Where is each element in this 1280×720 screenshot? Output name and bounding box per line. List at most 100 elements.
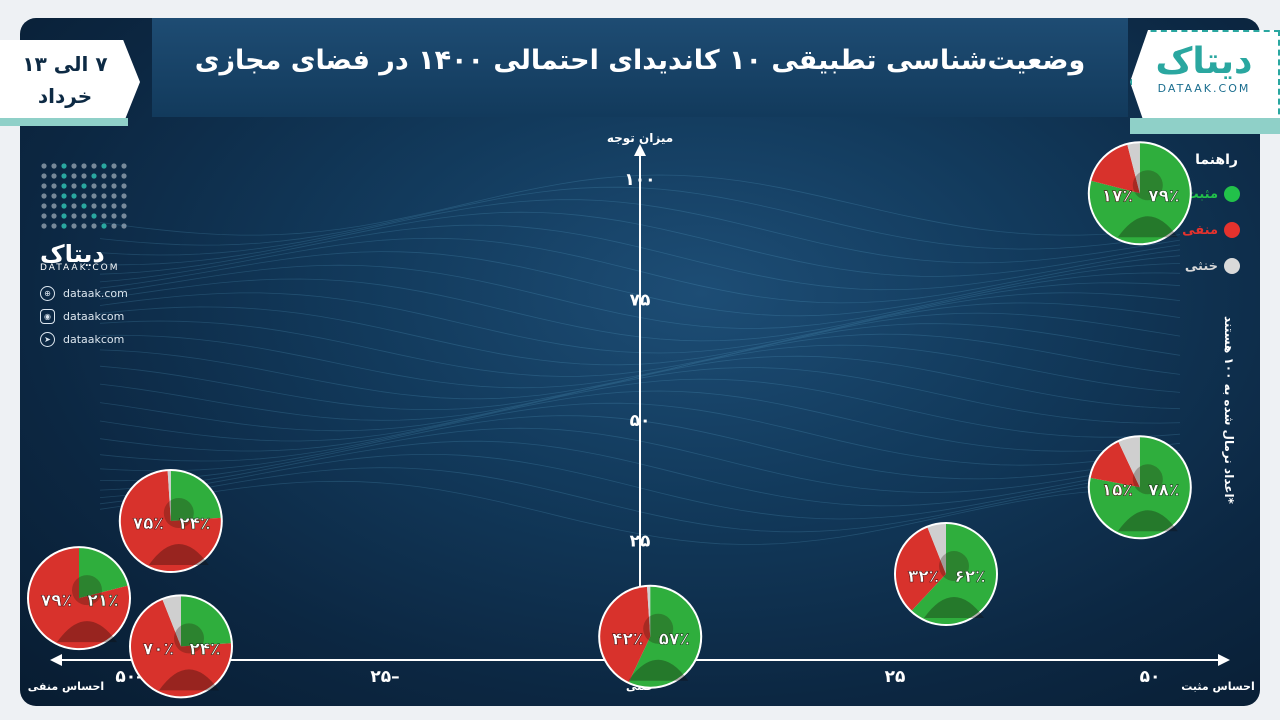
x-axis-arrow-right [1218, 654, 1230, 666]
negative-slice [130, 599, 231, 697]
normalization-note: *اعداد نرمال شده به ۱۰۰ هستند [1222, 316, 1236, 504]
contact-website[interactable]: ⊕ dataak.com [40, 286, 128, 301]
x-tick-label: ۲۵– [370, 667, 399, 687]
telegram-icon: ➤ [40, 332, 55, 347]
x-axis-arrow-left [50, 654, 62, 666]
positive-slice [911, 524, 996, 625]
portrait-head [939, 551, 969, 582]
negative-slice [1091, 144, 1140, 194]
candidate-bubble: ۷۹٪ ۱۷٪ [1087, 141, 1192, 246]
positive-percent-label: ۷۸٪ [1148, 480, 1179, 500]
positive-percent-label: ۲۱٪ [87, 591, 118, 611]
website-text: dataak.com [63, 287, 128, 300]
positive-slice [1089, 437, 1190, 538]
legend-label-neutral: خنثی [1184, 258, 1218, 274]
brand-logo-text: DATAAK.COM [1157, 82, 1251, 95]
y-tick-label: ۱۰۰ [624, 170, 655, 190]
neutral-slice [1118, 437, 1140, 488]
negative-percent-label: ۴۲٪ [612, 630, 643, 650]
legend-item-neutral: خنثی [1170, 258, 1240, 274]
candidate-bubble: ۷۸٪ ۱۵٪ [1087, 435, 1192, 540]
portrait-head [1132, 464, 1163, 495]
portrait-head [1132, 170, 1163, 201]
candidate-bubble: ۲۴٪ ۷۵٪ [118, 469, 223, 574]
negative-percent-label: ۷۰٪ [143, 639, 174, 659]
y-axis-arrow [634, 144, 646, 156]
negative-slice [1090, 442, 1140, 488]
date-month: خرداد [37, 84, 93, 108]
telegram-text: dataakcom [63, 333, 125, 346]
negative-dot-icon [1224, 222, 1240, 238]
side-brand-name: دیتاک [40, 240, 105, 268]
positive-slice [628, 586, 701, 687]
negative-slice [600, 586, 651, 682]
positive-percent-label: ۲۴٪ [179, 514, 210, 534]
negative-percent-label: ۱۵٪ [1102, 480, 1133, 500]
globe-icon: ⊕ [40, 286, 55, 301]
x-axis-label-positive: احساس مثبت [1181, 680, 1254, 693]
y-tick-label: ۷۵ [630, 291, 651, 311]
portrait-head [163, 498, 194, 529]
positive-percent-label: ۵۷٪ [659, 630, 690, 650]
neutral-slice [162, 596, 181, 647]
portrait-body [924, 597, 984, 619]
positive-dot-icon [1224, 186, 1240, 202]
portrait-body [1117, 216, 1178, 238]
neutral-dot-icon [1224, 258, 1240, 274]
x-axis-label-negative: احساس منفی [28, 680, 104, 693]
candidate-bubble: ۶۲٪ ۳۲٪ [894, 522, 998, 627]
legend-item-negative: منفی [1170, 222, 1240, 238]
portrait-body [1117, 510, 1178, 532]
brand-logo: دیتاک [1155, 41, 1253, 82]
x-tick-label: ۲۵ [885, 667, 906, 687]
positive-slice [79, 548, 128, 599]
positive-percent-label: ۶۲٪ [954, 567, 985, 587]
date-badge [0, 40, 140, 124]
chart-title: وضعیت‌شناسی تطبیقی ۱۰ کاندیدای احتمالی ۱… [194, 45, 1086, 76]
date-range: ۷ الی ۱۳ [22, 52, 108, 76]
positive-slice [1089, 143, 1190, 244]
neutral-slice [1127, 143, 1140, 194]
x-tick-label: ۵۰ [1140, 667, 1161, 687]
contact-instagram[interactable]: ◉ dataakcom [40, 309, 124, 324]
legend-title: راهنما [1195, 152, 1238, 168]
neutral-slice [927, 524, 946, 575]
header-bar [152, 18, 1128, 117]
legend-label-negative: منفی [1182, 222, 1218, 238]
portrait-body [148, 544, 209, 566]
candidate-bubble: ۵۷٪ ۴۲٪ [598, 584, 703, 689]
positive-percent-label: ۷۹٪ [1148, 186, 1179, 206]
negative-slice [28, 548, 129, 649]
portrait-head [174, 623, 204, 654]
negative-percent-label: ۱۷٪ [1102, 186, 1133, 206]
y-tick-label: ۵۰ [630, 411, 651, 431]
negative-percent-label: ۷۹٪ [41, 591, 72, 611]
positive-slice [170, 471, 221, 522]
negative-percent-label: ۳۲٪ [908, 567, 939, 587]
portrait-body [628, 659, 689, 681]
positive-slice [181, 596, 231, 647]
negative-percent-label: ۷۵٪ [133, 514, 164, 534]
brand-logo-strip [1130, 118, 1280, 134]
neutral-slice [647, 586, 651, 637]
negative-slice [895, 527, 946, 611]
legend-label-positive: مثبت [1185, 186, 1218, 202]
y-tick-label: ۲۵ [630, 532, 651, 552]
negative-slice [120, 471, 221, 572]
date-badge-strip [0, 118, 128, 126]
side-brand-url: DATAAK.COM [40, 263, 120, 273]
candidate-bubble: ۲۱٪ ۷۹٪ [27, 546, 131, 651]
portrait-body [57, 621, 117, 643]
portrait-body [159, 669, 219, 691]
portrait-head [643, 613, 674, 644]
brand-dots-icon [41, 163, 127, 229]
neutral-slice [167, 471, 171, 522]
portrait-head [72, 575, 102, 606]
legend-item-positive: مثبت [1170, 186, 1240, 202]
contact-telegram[interactable]: ➤ dataakcom [40, 332, 124, 347]
positive-percent-label: ۲۴٪ [189, 639, 220, 659]
instagram-text: dataakcom [63, 310, 125, 323]
instagram-icon: ◉ [40, 309, 55, 324]
y-axis-label: میزان توجه [607, 131, 673, 146]
